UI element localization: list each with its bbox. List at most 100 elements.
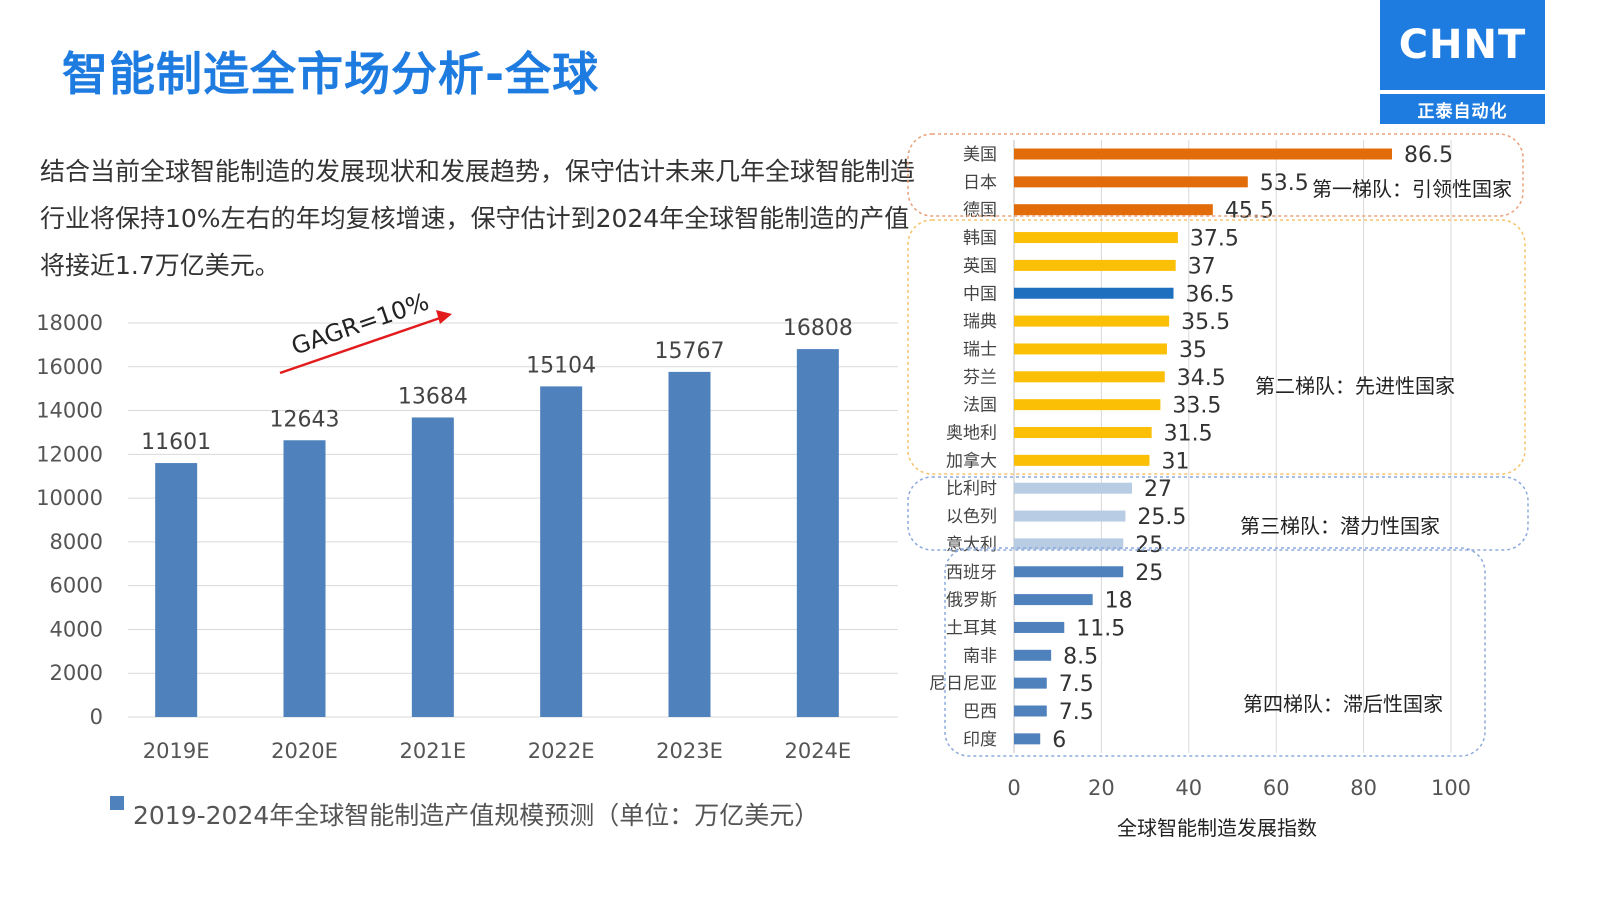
bar: [1014, 510, 1126, 522]
data-label: 25: [1135, 533, 1163, 558]
bar: [1014, 232, 1178, 244]
data-label: 18: [1105, 589, 1133, 614]
y-tick-label: 10000: [36, 486, 103, 510]
country-label: 瑞士: [963, 340, 997, 360]
legend-label: 2019-2024年全球智能制造产值规模预测（单位：万亿美元）: [133, 801, 819, 830]
x-tick-label: 80: [1350, 776, 1377, 800]
data-label: 11601: [141, 430, 211, 455]
bar: [1014, 259, 1176, 271]
country-label: 南非: [963, 646, 997, 666]
data-label: 11.5: [1076, 616, 1125, 641]
country-label: 西班牙: [946, 563, 997, 583]
data-label: 8.5: [1063, 644, 1098, 669]
tier-box: [944, 547, 1486, 757]
bar: [1014, 621, 1065, 633]
x-tick-label: 2024E: [784, 739, 851, 763]
bar: [540, 386, 583, 717]
bar: [1014, 677, 1047, 689]
data-label: 31.5: [1164, 422, 1213, 447]
country-label: 印度: [963, 730, 997, 750]
country-label: 中国: [963, 284, 997, 304]
bar: [1014, 649, 1052, 661]
bar: [1014, 427, 1152, 438]
y-tick-label: 14000: [36, 399, 103, 423]
data-label: 12643: [270, 407, 340, 432]
data-label: 25: [1135, 561, 1163, 586]
country-label: 加拿大: [946, 450, 997, 471]
x-tick-label: 2022E: [528, 739, 595, 763]
bar: [1014, 315, 1170, 327]
data-label: 16808: [783, 316, 853, 341]
tier-label: 第一梯队：引领性国家: [1312, 177, 1512, 201]
x-tick-label: 40: [1175, 776, 1202, 800]
data-label: 15104: [526, 353, 596, 378]
x-axis-title: 全球智能制造发展指数: [1117, 816, 1317, 840]
country-label: 意大利: [946, 535, 997, 555]
y-tick-label: 16000: [36, 355, 103, 379]
bar: [1014, 482, 1132, 494]
data-label: 33.5: [1172, 394, 1221, 419]
x-tick-label: 60: [1263, 776, 1290, 800]
x-tick-label: 0: [1007, 776, 1020, 800]
country-label: 德国: [963, 201, 997, 221]
bar: [1014, 204, 1213, 216]
data-label: 34.5: [1177, 366, 1226, 391]
data-label: 13684: [398, 384, 468, 409]
country-label: 土耳其: [946, 618, 997, 638]
y-tick-label: 2000: [50, 661, 103, 685]
logo-brand: CHNT: [1380, 0, 1545, 90]
cagr-arrow: [279, 316, 441, 375]
y-tick-label: 4000: [50, 617, 103, 641]
y-tick-label: 0: [90, 705, 103, 729]
x-tick-label: 2019E: [143, 739, 210, 763]
bar: [1014, 705, 1047, 717]
y-tick-label: 12000: [36, 442, 103, 466]
legend-swatch: [110, 796, 124, 810]
data-label: 25.5: [1137, 505, 1186, 530]
tier-label: 第三梯队：潜力性国家: [1240, 514, 1440, 538]
country-label: 韩国: [963, 229, 997, 249]
y-tick-label: 18000: [36, 311, 103, 335]
data-label: 35.5: [1181, 310, 1230, 335]
data-label: 37: [1188, 254, 1216, 279]
country-label: 比利时: [946, 479, 997, 499]
country-label: 尼日尼亚: [929, 674, 997, 694]
brand-logo: CHNT 正泰自动化: [1380, 0, 1545, 124]
bar: [1014, 287, 1174, 299]
x-tick-label: 20: [1088, 776, 1115, 800]
country-label: 瑞典: [963, 312, 997, 332]
data-label: 7.5: [1059, 672, 1094, 697]
country-label: 以色列: [946, 507, 997, 527]
bar: [283, 440, 326, 717]
data-label: 6: [1052, 728, 1066, 753]
bar: [411, 417, 454, 717]
data-label: 53.5: [1260, 171, 1309, 196]
country-label: 奥地利: [946, 424, 997, 444]
bar: [796, 349, 839, 717]
bar: [1014, 566, 1124, 578]
bar: [1014, 733, 1041, 745]
page-title: 智能制造全市场分析-全球: [62, 47, 600, 101]
x-tick-label: 2020E: [271, 739, 338, 763]
country-label: 俄罗斯: [946, 591, 997, 611]
data-label: 36.5: [1186, 282, 1235, 307]
x-tick-label: 100: [1431, 776, 1471, 800]
bar: [1014, 176, 1248, 188]
cagr-arrow-head: [436, 310, 452, 324]
country-label: 巴西: [963, 702, 997, 722]
data-label: 31: [1161, 449, 1189, 474]
country-label: 美国: [963, 145, 997, 165]
bar: [1014, 594, 1093, 606]
data-label: 86.5: [1404, 143, 1453, 168]
tier-label: 第二梯队：先进性国家: [1255, 374, 1455, 398]
country-label: 日本: [963, 173, 997, 193]
data-label: 15767: [655, 339, 725, 364]
bar: [1014, 399, 1161, 411]
bar: [668, 371, 711, 717]
bar: [1014, 454, 1150, 466]
country-label: 英国: [963, 256, 997, 276]
bar: [1014, 538, 1124, 550]
bar: [1014, 343, 1167, 355]
